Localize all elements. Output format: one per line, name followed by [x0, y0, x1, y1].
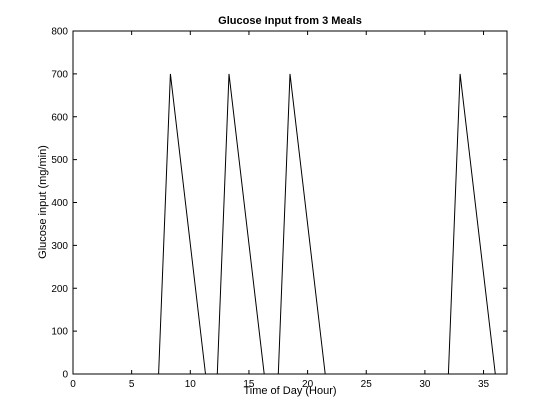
x-tick-label: 15: [243, 379, 255, 390]
y-tick-label: 500: [51, 155, 68, 166]
x-tick-label: 20: [302, 379, 314, 390]
y-tick-label: 600: [51, 112, 68, 123]
chart-title: Glucose Input from 3 Meals: [218, 15, 362, 27]
x-tick-label: 0: [70, 379, 76, 390]
y-tick-label: 100: [51, 327, 68, 338]
y-tick-label: 700: [51, 69, 68, 80]
x-tick-label: 25: [361, 379, 373, 390]
y-tick-label: 0: [62, 370, 68, 381]
x-axis-label: Time of Day (Hour): [243, 385, 336, 397]
x-tick-label: 10: [185, 379, 197, 390]
plot-frame: [72, 30, 508, 375]
y-tick-label: 300: [51, 241, 68, 252]
y-tick-label: 800: [51, 27, 68, 38]
glucose-input-line: [73, 73, 507, 375]
x-tick-label: 30: [419, 379, 431, 390]
y-tick-label: 400: [51, 198, 68, 209]
x-tick-label: 5: [129, 379, 135, 390]
plot-area: 0 5 10 15 20 25 30 35 0 100 200 300 400 500 600 700 800: [51, 27, 508, 390]
y-axis-label: Glucose input (mg/min): [37, 145, 49, 259]
x-tick-label: 35: [478, 379, 490, 390]
y-tick-label: 200: [51, 284, 68, 295]
